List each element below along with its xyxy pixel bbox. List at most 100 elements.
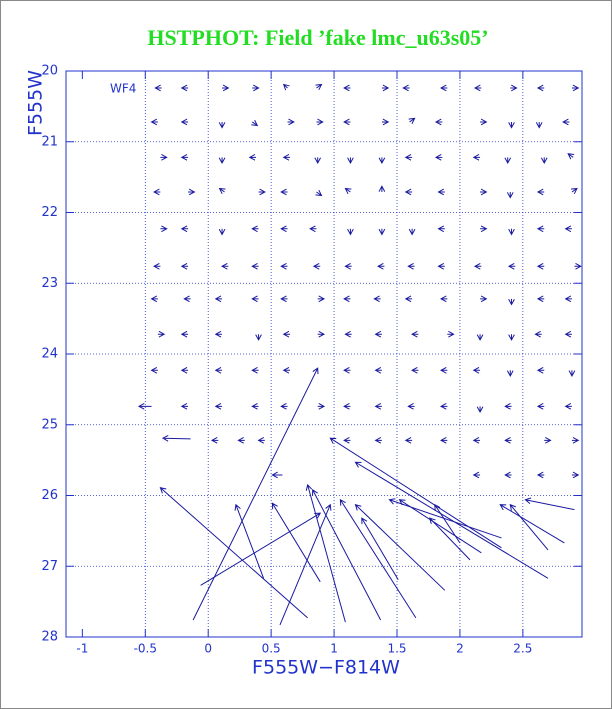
vector-arrow [159, 487, 308, 619]
vector-arrow [536, 188, 545, 196]
vector-arrow [180, 330, 189, 338]
vector-arrow [180, 153, 189, 161]
vector-arrow [571, 84, 580, 92]
vector-arrow [407, 262, 415, 270]
vector-arrow [437, 188, 445, 196]
vector-arrow [251, 295, 259, 303]
vector-arrow [568, 370, 576, 377]
vector-arrow [473, 262, 482, 270]
vector-arrow [480, 118, 488, 126]
vector-arrow [472, 436, 481, 444]
vector-arrow [317, 330, 326, 338]
vector-arrow [508, 121, 515, 129]
vector-arrow [524, 497, 575, 511]
vector-arrow [562, 118, 570, 126]
vector-arrow [564, 295, 572, 303]
vector-arrow [404, 153, 413, 161]
vector-arrow [161, 435, 191, 442]
vector-arrow [280, 188, 288, 196]
vector-arrow [210, 436, 219, 444]
vector-arrow [234, 503, 265, 579]
x-tick-label: 1 [330, 642, 338, 656]
vector-arrow [361, 517, 399, 580]
vector-arrow [343, 84, 351, 92]
vector-arrow [347, 157, 354, 165]
vector-arrow [218, 121, 226, 129]
x-tick-label: 1.5 [387, 642, 406, 656]
vector-arrow [504, 436, 512, 444]
vector-arrow [280, 403, 288, 410]
x-tick-label: 2.5 [513, 642, 532, 656]
vector-arrow [374, 366, 382, 374]
vector-arrow [214, 366, 223, 374]
vector-arrow [251, 366, 259, 374]
vector-arrow [504, 403, 512, 410]
vector-arrow [378, 157, 386, 165]
vector-arrow [536, 366, 545, 374]
y-tick-label: 21 [41, 134, 58, 149]
vector-arrow [153, 262, 161, 270]
vector-arrow [329, 437, 502, 549]
vector-arrow [214, 330, 223, 338]
vector-arrow [153, 188, 161, 196]
vector-arrow [437, 225, 445, 233]
vector-arrow [150, 295, 158, 303]
vector-arrow [287, 118, 295, 126]
y-tick-label: 20 [41, 64, 58, 79]
vector-arrow [180, 366, 189, 374]
vector-arrow [536, 403, 545, 410]
vector-arrow [404, 188, 413, 196]
vector-arrow [536, 84, 545, 92]
vector-arrow [437, 262, 445, 270]
vector-arrow [440, 295, 448, 303]
vector-arrow [374, 403, 382, 410]
vector-arrow [398, 499, 482, 554]
vector-arrow [315, 189, 323, 197]
vector-arrow [570, 187, 578, 195]
vector-arrow [150, 118, 158, 126]
vector-arrow [377, 262, 385, 270]
vector-arrow [157, 330, 166, 338]
vector-arrow [354, 461, 549, 579]
vector-arrow [314, 157, 322, 165]
vector-arrow [282, 83, 290, 91]
vector-arrow [440, 403, 448, 410]
vector-arrow [472, 153, 481, 161]
vector-arrow [154, 84, 162, 92]
vector-arrow [564, 403, 572, 410]
vector-arrow [434, 503, 461, 544]
y-tick-label: 27 [41, 559, 58, 574]
vector-arrow [339, 498, 417, 619]
vector-arrow [317, 295, 326, 303]
vector-arrow [312, 262, 321, 270]
vector-arrow [251, 119, 259, 127]
vector-arrow [378, 185, 386, 192]
vector-arrow [218, 157, 226, 165]
vector-arrow [315, 83, 323, 91]
vector-arrow [218, 187, 226, 195]
vector-arrow [251, 403, 259, 410]
chart-title: HSTPHOT: Field ’fake lmc_u63s05’ [147, 25, 488, 50]
vector-arrow [373, 295, 381, 303]
y-axis-label: F555W [25, 70, 47, 136]
vector-arrow [271, 471, 283, 479]
vector-arrow [499, 504, 565, 544]
vector-arrow [508, 228, 515, 236]
vector-arrow [574, 262, 582, 270]
vector-arrow [160, 153, 168, 161]
vector-arrow [180, 225, 189, 233]
vector-arrow [404, 295, 413, 303]
vector-arrow [536, 295, 545, 303]
chip-label: WF4 [110, 82, 136, 96]
vector-arrow [200, 512, 322, 586]
vector-arrow [214, 403, 223, 410]
y-tick-label: 25 [41, 417, 58, 432]
vector-arrow [252, 84, 260, 92]
vector-arrow [509, 503, 549, 551]
vector-arrow [180, 403, 189, 410]
vector-arrow [317, 403, 326, 410]
vector-arrow [222, 84, 230, 92]
vector-arrow [408, 117, 416, 125]
vector-arrow [378, 228, 386, 236]
